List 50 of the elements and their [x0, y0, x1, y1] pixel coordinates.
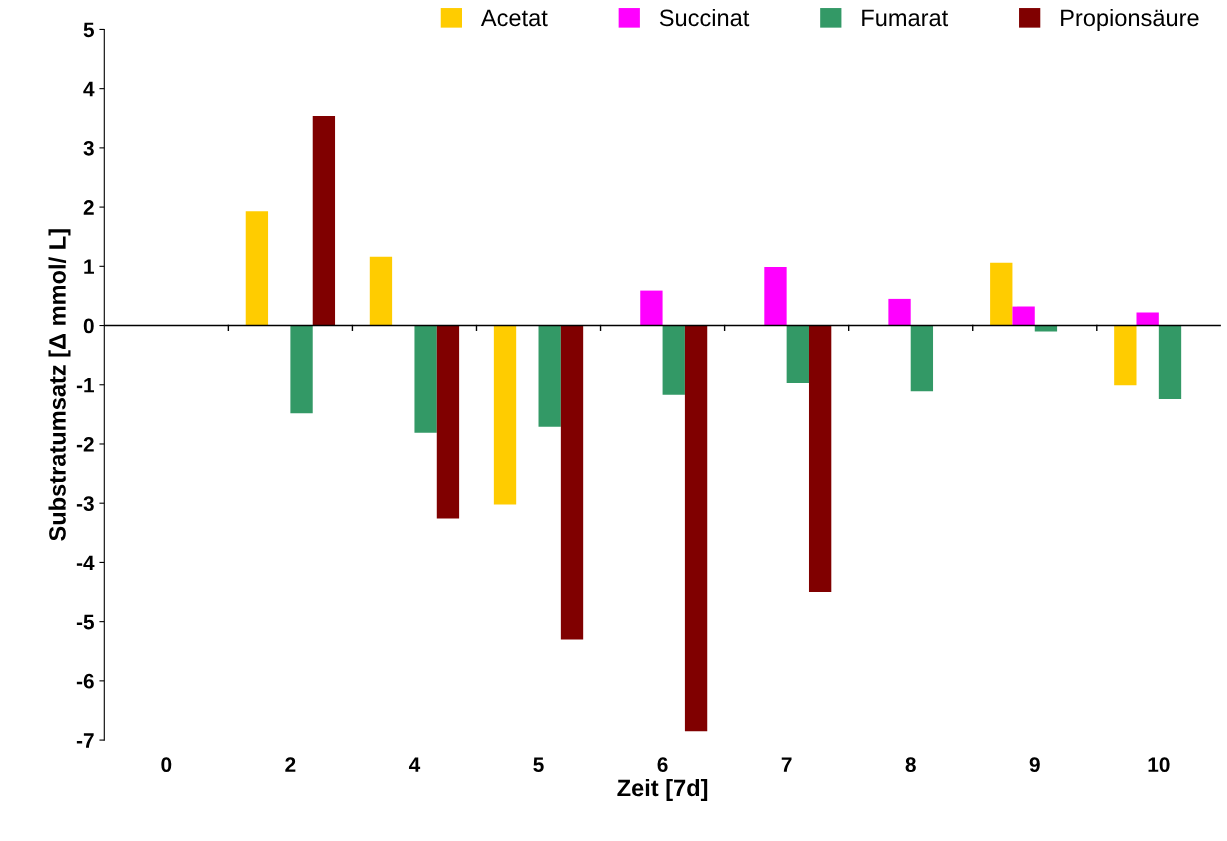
bar: [560, 325, 584, 640]
x-tick-label: 5: [533, 757, 544, 773]
y-tick-label: 2: [83, 200, 94, 215]
bar: [990, 262, 1013, 326]
y-tick-label: -2: [76, 436, 94, 452]
legend-label: Fumarat: [862, 9, 949, 27]
y-tick-label: -6: [76, 673, 94, 689]
bar: [493, 325, 517, 505]
y-tick-label: 0: [83, 318, 94, 334]
legend-label: Propionsäure: [1061, 8, 1199, 31]
x-tick-label: 9: [1029, 757, 1040, 773]
bar: [290, 325, 313, 414]
y-tick-label: -7: [76, 733, 94, 748]
x-tick-label: 10: [1148, 757, 1170, 773]
bar: [436, 325, 460, 519]
bar: [808, 325, 832, 593]
bar: [369, 256, 393, 326]
y-tick-label: -5: [76, 614, 94, 630]
bar: [786, 325, 809, 383]
bar: [888, 298, 911, 326]
bar: [414, 325, 437, 433]
bar: [640, 290, 663, 326]
x-tick-label: 7: [781, 757, 792, 772]
bar: [910, 325, 934, 392]
y-axis-title: Substratumsatz [Δ mmol/ L]: [48, 229, 71, 541]
y-tick-label: 1: [84, 259, 94, 274]
y-tick-label: -4: [76, 555, 95, 570]
x-axis-title: Zeit [7d]: [617, 778, 708, 801]
bar: [245, 211, 269, 326]
bar: [312, 115, 336, 326]
y-tick-label: -3: [76, 496, 94, 511]
y-tick-label: -1: [76, 377, 94, 393]
x-tick-label: 2: [285, 757, 296, 772]
legend-label: Succinat: [659, 8, 750, 27]
legend-label: Acetat: [480, 9, 548, 27]
bar: [764, 266, 787, 326]
bar: [1012, 306, 1035, 326]
bar: [662, 325, 685, 395]
bar: [1114, 325, 1137, 386]
bar: [1158, 325, 1182, 399]
bar: [1136, 312, 1159, 326]
bar: [538, 325, 561, 427]
y-tick-label: 3: [83, 140, 94, 156]
bar: [684, 325, 708, 732]
y-tick-label: 5: [83, 22, 94, 38]
x-tick-label: 8: [905, 757, 916, 773]
x-tick-label: 0: [161, 757, 172, 773]
x-tick-label: 6: [657, 757, 668, 773]
x-tick-label: 4: [408, 757, 421, 772]
y-tick-label: 4: [83, 81, 95, 97]
